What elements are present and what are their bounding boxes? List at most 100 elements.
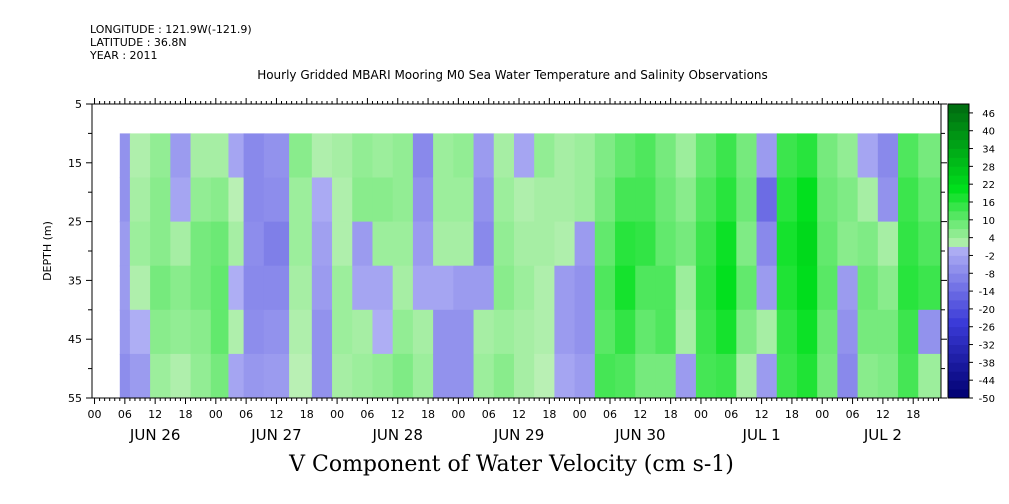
heatmap-cell [412, 221, 434, 267]
heatmap-cell [392, 177, 414, 223]
heatmap-cell [857, 133, 879, 179]
heatmap-cell [170, 265, 192, 311]
heatmap-cell [837, 265, 859, 311]
colorbar-frame [947, 103, 970, 399]
heatmap-cell [372, 177, 394, 223]
x-day-label: JUN 29 [493, 426, 544, 444]
heatmap-cell [695, 133, 717, 179]
x-hour-label: 18 [178, 408, 192, 421]
heatmap-cell [898, 177, 919, 223]
heatmap-cell [736, 353, 758, 398]
heatmap-cell [918, 309, 941, 355]
heatmap-cell [513, 133, 535, 179]
heatmap-cell [243, 309, 265, 355]
heatmap-cell [817, 221, 838, 267]
x-hour-label: 00 [209, 408, 223, 421]
x-hour-label: 06 [118, 408, 132, 421]
heatmap-cell [736, 133, 758, 179]
heatmap-cell [837, 221, 859, 267]
colorbar-segment [948, 130, 969, 141]
heatmap-cell [554, 309, 576, 355]
heatmap-cell [736, 265, 758, 311]
heatmap-cell [372, 309, 394, 355]
heatmap-cell [352, 221, 374, 267]
heatmap-cell [372, 265, 394, 311]
colorbar-segment [948, 246, 969, 256]
heatmap-cell [554, 353, 576, 398]
colorbar-label: -20 [979, 305, 995, 316]
heatmap-cell [635, 177, 657, 223]
heatmap-cell [493, 309, 515, 355]
colorbar-segment [948, 255, 969, 265]
x-hour-label: 06 [482, 408, 496, 421]
y-tick-label: 35 [68, 274, 82, 287]
y-axis: 5 15 25 35 45 55 [68, 98, 947, 405]
x-hour-label: 00 [694, 408, 708, 421]
colorbar-segment [948, 157, 969, 167]
heatmap-cell [513, 309, 535, 355]
heatmap-cell [574, 177, 596, 223]
heatmap-cell [877, 265, 899, 311]
heatmap-cell [513, 265, 535, 311]
heatmap-cell [473, 265, 495, 311]
x-hour-label: 18 [542, 408, 556, 421]
heatmap-cell [150, 133, 171, 179]
x-hour-label: 12 [148, 408, 162, 421]
heatmap-cell [228, 221, 245, 267]
heatmap-cell [289, 309, 313, 355]
heatmap-cell [655, 265, 677, 311]
heatmap-cell [129, 177, 151, 223]
heatmap-cell [190, 265, 212, 311]
colorbar-segment [948, 121, 969, 132]
heatmap-cell [594, 353, 616, 398]
y-tick-label: 15 [68, 157, 82, 170]
heatmap-cell [392, 133, 414, 179]
heatmap-cell [129, 221, 151, 267]
x-day-label: JUL 1 [742, 426, 781, 444]
heatmap-cell [190, 221, 212, 267]
x-hour-label: 06 [846, 408, 860, 421]
x-hour-label: 12 [269, 408, 283, 421]
x-hour-label: 12 [391, 408, 405, 421]
heatmap-cell [736, 177, 758, 223]
heatmap-cell [493, 265, 515, 311]
heatmap-cell [210, 265, 230, 311]
heatmap-cell [877, 221, 899, 267]
colorbar-segment [948, 291, 969, 301]
heatmap-cell [263, 309, 290, 355]
heatmap-cell [228, 265, 245, 311]
x-hour-label: 18 [785, 408, 799, 421]
heatmap-cell [796, 265, 818, 311]
heatmap-cell [534, 309, 555, 355]
heatmap-cell [918, 133, 941, 179]
heatmap-cell [263, 265, 290, 311]
heatmap-cell [716, 177, 737, 223]
heatmap-cell [210, 133, 230, 179]
heatmap-cell [655, 309, 677, 355]
heatmap-cell [473, 221, 495, 267]
heatmap-cell [332, 353, 353, 398]
heatmap-cell [918, 221, 941, 267]
heatmap-cell [119, 265, 131, 311]
colorbar-segment [948, 282, 969, 292]
heatmap-cell [857, 221, 879, 267]
heatmap-cell [817, 353, 838, 398]
heatmap-cell [228, 353, 245, 398]
y-tick-label: 55 [68, 392, 82, 405]
heatmap-cell [210, 177, 230, 223]
heatmap-cell [332, 265, 353, 311]
x-hour-label: 00 [88, 408, 102, 421]
heatmap-cell [857, 177, 879, 223]
colorbar-segment [948, 175, 969, 185]
heatmap-cell [837, 353, 859, 398]
x-hour-label: 00 [815, 408, 829, 421]
heatmap-cell [352, 133, 374, 179]
heatmap-cell [473, 133, 495, 179]
colorbar-segment [948, 273, 969, 283]
colorbar-segment [948, 228, 969, 239]
x-hour-label: 12 [755, 408, 769, 421]
heatmap-cell [150, 265, 171, 311]
y-tick-label: 5 [75, 98, 82, 111]
heatmap-cell [918, 353, 941, 398]
colorbar-label: 4 [989, 234, 995, 245]
